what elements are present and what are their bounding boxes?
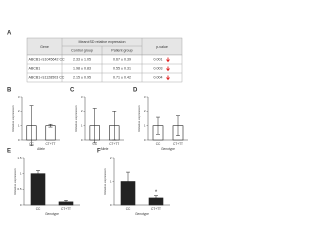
x-tick-label: CT+TT	[173, 142, 183, 146]
x-tick-label: CT+TT	[151, 207, 161, 211]
y-tick-label: 0	[144, 138, 146, 142]
panel-label: E	[7, 149, 11, 155]
header-cell: Control group	[71, 48, 93, 52]
x-tick-label: CT+TT	[109, 142, 119, 146]
x-tick-label: CT+TT	[45, 142, 55, 146]
panel-label: C	[70, 88, 75, 94]
table-cell: 0.55 ± 0.31	[113, 66, 131, 70]
significance-mark: *	[155, 190, 158, 196]
y-axis-title: Relative expression	[11, 105, 15, 132]
y-tick-label: 0.5	[17, 187, 22, 191]
bar	[30, 173, 46, 206]
y-tick-label: 2	[81, 109, 83, 113]
error-bar	[126, 171, 130, 192]
panel-label: F	[97, 149, 101, 155]
x-axis-title: Genotype	[135, 212, 149, 216]
y-tick-label: 0	[110, 203, 112, 207]
table-cell: ABCB1	[29, 66, 41, 70]
x-tick-label: CT+TT	[61, 207, 71, 211]
y-tick-label: 1	[144, 123, 146, 127]
y-tick-label: 2	[144, 109, 146, 113]
y-tick-label: 3	[81, 95, 83, 99]
x-axis-title: Genotype	[45, 212, 59, 216]
y-tick-label: 2	[18, 109, 20, 113]
table-cell: 2.15 ± 0.95	[73, 75, 91, 79]
y-axis-title: Relative expression	[13, 168, 17, 195]
error-bar	[64, 200, 68, 204]
table-cell: ABCB1-rs1128503 CC	[29, 75, 65, 79]
y-tick-label: 1	[20, 171, 22, 175]
error-bar	[112, 111, 117, 141]
y-tick-label: 0	[20, 203, 22, 207]
x-tick-label: CC	[92, 142, 97, 146]
table-cell: 0.67 ± 0.39	[113, 57, 131, 61]
y-tick-label: 3	[18, 95, 20, 99]
x-axis-title: Allele	[101, 147, 109, 151]
table-body-bg	[26, 54, 183, 83]
table: Gene Mean±SD relative expression Control…	[26, 37, 183, 83]
panel-label: A	[7, 31, 12, 37]
y-tick-label: 1	[81, 123, 83, 127]
x-tick-label: CC	[126, 207, 131, 211]
table-cell: 2.33 ± 1.05	[73, 57, 91, 61]
y-tick-label: 1	[18, 123, 20, 127]
y-axis-title: Relative expression	[103, 168, 107, 195]
y-tick-label: 1	[110, 179, 112, 183]
panel-label: B	[7, 88, 12, 94]
x-tick-label: CC	[156, 142, 161, 146]
error-bar	[176, 115, 180, 136]
header-cell: Patient group	[111, 48, 132, 52]
error-bar	[156, 116, 160, 135]
table-cell: 0.001	[154, 57, 163, 61]
x-axis-title: Genotype	[161, 147, 175, 151]
bar	[45, 125, 56, 141]
down-arrow	[166, 57, 170, 63]
table-cell: 1.98 ± 0.83	[73, 66, 91, 70]
y-tick-label: 0	[18, 138, 20, 142]
y-axis-title: Relative expression	[137, 105, 141, 132]
y-tick-label: 3	[144, 95, 146, 99]
figure: A Gene Mean±SD relative expression Contr…	[7, 31, 188, 216]
error-bar	[48, 123, 53, 128]
table-cell: 0.71 ± 0.42	[113, 75, 131, 79]
error-bar	[154, 195, 158, 201]
header-cell: p-value	[156, 45, 168, 49]
table-cell: 0.003	[154, 66, 163, 70]
header-cell: Mean±SD relative expression	[79, 40, 126, 44]
x-axis-title: Allele	[37, 147, 45, 151]
table-cell: 0.004	[154, 75, 163, 79]
x-tick-label: CC	[29, 142, 34, 146]
y-tick-label: 1.5	[17, 156, 22, 160]
y-axis-title: Relative expression	[74, 105, 78, 132]
down-arrow	[166, 66, 170, 72]
panel-label: D	[133, 88, 138, 94]
header-cell: Gene	[40, 45, 49, 49]
table-cell: ABCB1-rs1045642 CC	[29, 57, 66, 61]
down-arrow	[166, 75, 170, 81]
y-tick-label: 2	[110, 156, 112, 160]
error-bar	[29, 105, 34, 146]
error-bar	[92, 108, 97, 144]
error-bar	[36, 170, 40, 178]
y-tick-label: 0	[81, 138, 83, 142]
x-tick-label: CC	[36, 207, 41, 211]
